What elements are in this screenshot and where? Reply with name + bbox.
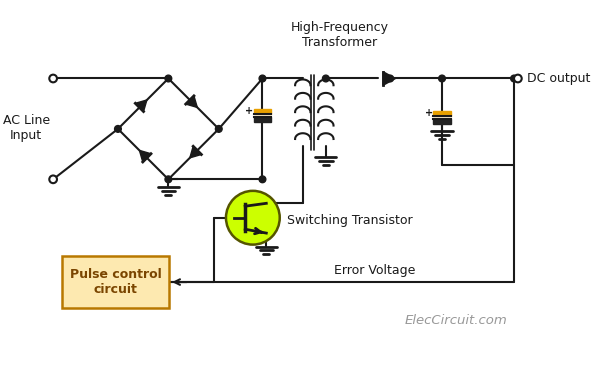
Bar bbox=[254, 109, 271, 114]
Text: Error Voltage: Error Voltage bbox=[334, 264, 415, 277]
Circle shape bbox=[165, 75, 172, 82]
Text: Switching Transistor: Switching Transistor bbox=[287, 214, 413, 227]
Polygon shape bbox=[190, 146, 202, 158]
Circle shape bbox=[115, 126, 121, 132]
Bar bbox=[254, 117, 271, 122]
Circle shape bbox=[215, 126, 222, 132]
Text: High-Frequency
Transformer: High-Frequency Transformer bbox=[290, 21, 388, 49]
Circle shape bbox=[259, 176, 266, 183]
Text: +: + bbox=[425, 108, 433, 118]
Circle shape bbox=[322, 75, 329, 82]
FancyBboxPatch shape bbox=[62, 256, 169, 308]
Circle shape bbox=[511, 75, 517, 82]
Bar bbox=[433, 111, 451, 116]
Text: DC output: DC output bbox=[527, 72, 591, 85]
Text: ElecCircuit.com: ElecCircuit.com bbox=[405, 314, 508, 327]
Text: Pulse control
circuit: Pulse control circuit bbox=[70, 268, 161, 296]
Circle shape bbox=[439, 75, 445, 82]
Circle shape bbox=[387, 75, 394, 82]
Circle shape bbox=[259, 75, 266, 82]
Polygon shape bbox=[383, 72, 395, 85]
Text: AC Line
Input: AC Line Input bbox=[2, 114, 50, 142]
Bar bbox=[433, 119, 451, 124]
Circle shape bbox=[49, 75, 57, 82]
Text: +: + bbox=[245, 106, 253, 116]
Circle shape bbox=[49, 175, 57, 183]
Circle shape bbox=[165, 176, 172, 183]
Circle shape bbox=[514, 75, 522, 82]
Polygon shape bbox=[136, 100, 147, 111]
Polygon shape bbox=[186, 96, 197, 107]
Circle shape bbox=[226, 191, 280, 245]
Polygon shape bbox=[139, 150, 151, 162]
